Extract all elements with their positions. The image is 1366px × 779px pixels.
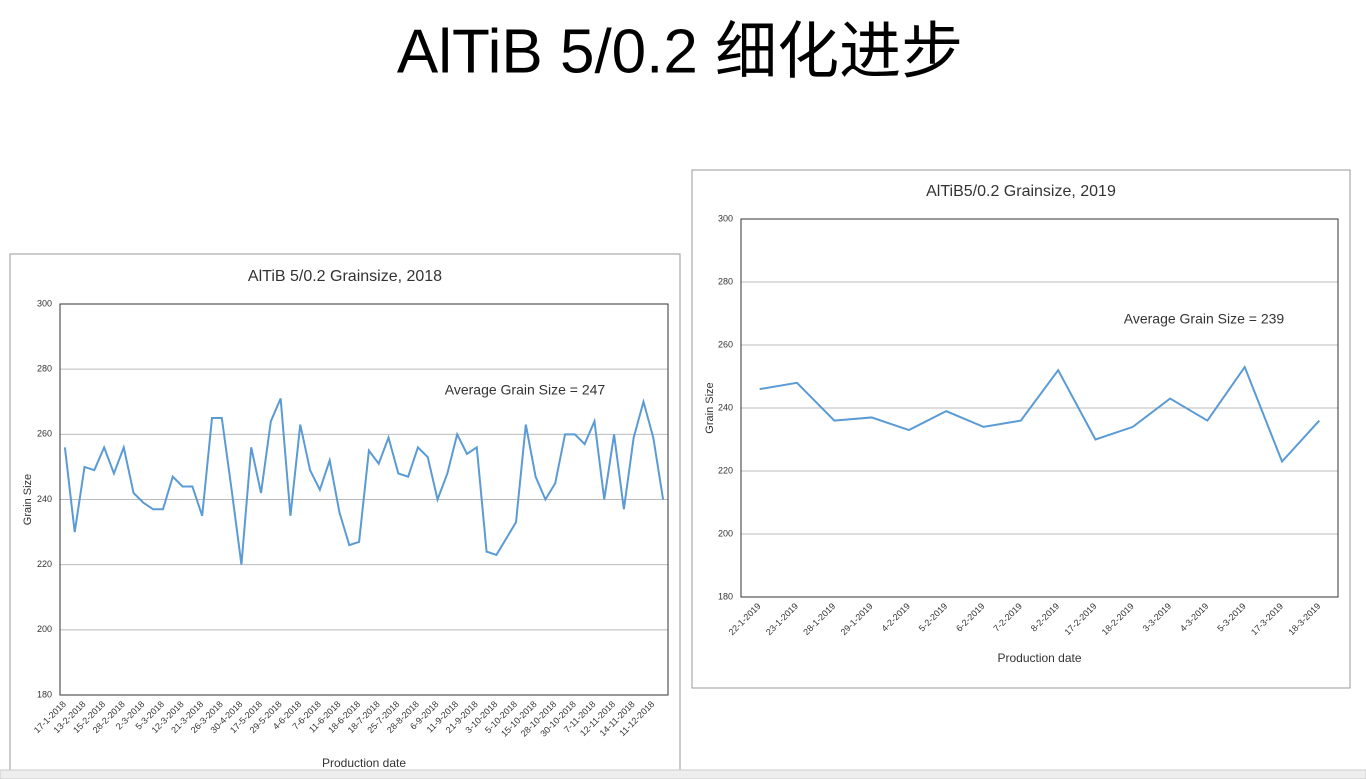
y-axis-label: Grain Size: [22, 474, 34, 525]
y-tick-label: 200: [37, 624, 52, 634]
y-tick-label: 240: [718, 402, 733, 412]
plot-area: [59, 303, 669, 696]
x-axis-label: Production date: [997, 651, 1081, 665]
annotation: Average Grain Size = 247: [445, 382, 606, 398]
y-tick-label: 200: [718, 528, 733, 538]
y-tick-label: 260: [37, 429, 52, 439]
slide-title: AlTiB 5/0.2 细化进步: [397, 17, 963, 86]
data-line: [63, 397, 665, 565]
y-axis-label: Grain Size: [704, 382, 716, 433]
chart-title: AlTiB5/0.2 Grainsize, 2019: [926, 183, 1116, 200]
scrollbar: [0, 769, 1366, 779]
y-tick-label: 240: [37, 494, 52, 504]
y-tick-label: 260: [718, 339, 733, 349]
chart-frame: [691, 169, 1351, 689]
y-tick-label: 300: [718, 213, 733, 223]
y-tick-label: 180: [37, 689, 52, 699]
chart-frame: [9, 253, 681, 779]
y-tick-label: 180: [718, 591, 733, 601]
y-tick-label: 280: [37, 364, 52, 374]
y-tick-label: 280: [718, 276, 733, 286]
y-tick-label: 220: [718, 465, 733, 475]
x-axis-label: Production date: [322, 756, 406, 770]
chart-title: AlTiB 5/0.2 Grainsize, 2018: [248, 268, 442, 285]
y-tick-label: 300: [37, 298, 52, 308]
plot-area: [740, 218, 1339, 598]
annotation: Average Grain Size = 239: [1124, 311, 1285, 327]
y-tick-label: 220: [37, 559, 52, 569]
data-line: [759, 364, 1321, 464]
